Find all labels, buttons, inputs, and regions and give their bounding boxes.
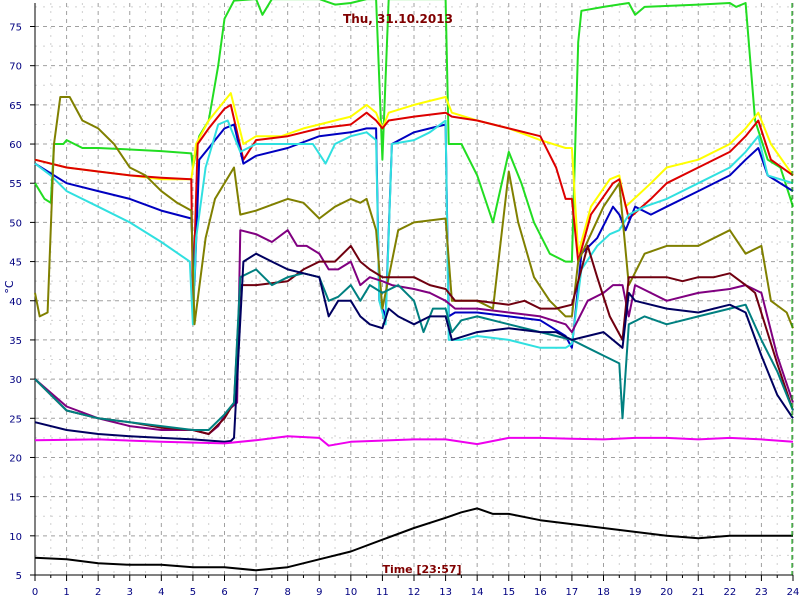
series-line	[34, 123, 794, 349]
y-tick-label: 60	[9, 140, 22, 151]
series-line	[34, 252, 794, 443]
x-tick-label: 7	[253, 587, 259, 598]
chart-title: Thu, 31.10.2013	[343, 12, 453, 26]
y-tick-label: 5	[16, 571, 22, 582]
x-tick-label: 22	[723, 587, 736, 598]
series-line	[34, 119, 794, 349]
x-tick-label: 1	[63, 587, 69, 598]
x-tick-label: 0	[32, 587, 38, 598]
series-line	[34, 244, 794, 435]
y-tick-label: 25	[9, 414, 22, 425]
y-tick-label: 15	[9, 493, 22, 504]
y-tick-label: 50	[9, 218, 22, 229]
x-tick-label: 9	[316, 587, 322, 598]
y-tick-label: 30	[9, 375, 22, 386]
x-tick-label: 2	[95, 587, 101, 598]
x-tick-label: 4	[158, 587, 164, 598]
x-tick-label: 6	[221, 587, 227, 598]
series-line	[34, 268, 794, 431]
series-line	[34, 103, 794, 302]
series-line	[34, 229, 794, 435]
x-tick-label: 14	[471, 587, 484, 598]
y-tick-labels: 5 10 15 20 25 30 35 40 45 50 55 60 65 70 75	[9, 23, 22, 582]
y-tick-label: 45	[9, 258, 22, 269]
y-tick-label: 35	[9, 336, 22, 347]
series-line	[34, 507, 793, 572]
x-tick-label: 3	[127, 587, 133, 598]
x-tick-label: 15	[502, 587, 515, 598]
series-line	[34, 435, 794, 447]
x-tick-label: 12	[408, 587, 421, 598]
x-tick-label: 16	[534, 587, 547, 598]
y-tick-label: 70	[9, 62, 22, 73]
series-line	[34, 92, 794, 255]
x-tick-label: 13	[439, 587, 452, 598]
y-tick-label: 55	[9, 179, 22, 190]
series-lines	[34, 0, 794, 572]
x-tick-label: 19	[629, 587, 642, 598]
x-tick-label: 18	[597, 587, 610, 598]
x-axis-label: Time [23:57]	[382, 563, 461, 576]
x-tick-label: 23	[755, 587, 768, 598]
x-tick-label: 8	[284, 587, 290, 598]
x-tick-label: 5	[190, 587, 196, 598]
y-tick-label: 40	[9, 297, 22, 308]
series-line	[34, 0, 794, 263]
y-axis-label: °C	[3, 280, 16, 294]
x-tick-label: 10	[344, 587, 357, 598]
x-tick-label: 21	[692, 587, 705, 598]
y-tick-label: 75	[9, 23, 22, 34]
x-tick-label: 17	[566, 587, 579, 598]
x-tick-label: 24	[787, 587, 800, 598]
x-tick-label: 20	[660, 587, 673, 598]
y-tick-label: 10	[9, 532, 22, 543]
x-tick-labels: 0 1 2 3 4 5 6 7 8 9 10 11 12 13 14 15 16 17 18 19 20 21 22 23 24	[32, 587, 800, 598]
y-tick-label: 65	[9, 101, 22, 112]
x-tick-label: 11	[376, 587, 389, 598]
y-tick-label: 20	[9, 453, 22, 464]
